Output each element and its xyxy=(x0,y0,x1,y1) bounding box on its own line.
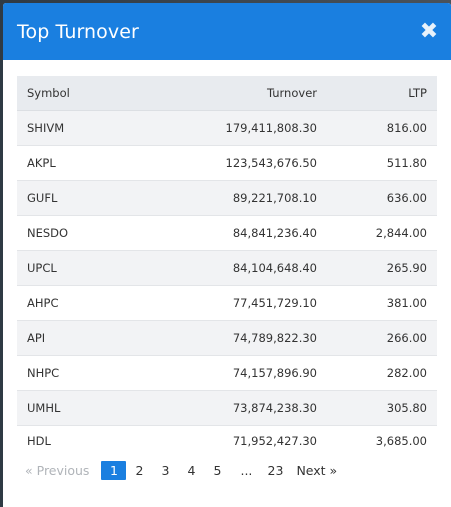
column-header-turnover: Turnover xyxy=(129,76,327,111)
cell-symbol: API xyxy=(17,320,129,356)
cell-symbol: AHPC xyxy=(17,285,129,321)
table-row: GUFL 89,221,708.10 636.00 xyxy=(17,180,437,216)
cell-turnover: 74,157,896.90 xyxy=(129,355,327,391)
cell-symbol: NHPC xyxy=(17,355,129,391)
cell-ltp: 2,844.00 xyxy=(327,215,437,251)
page-button-1[interactable]: 1 xyxy=(101,461,127,480)
table-header-row: Symbol Turnover LTP xyxy=(17,76,437,111)
top-turnover-modal: Top Turnover ✖ Symbol Turnover LTP SHIVM… xyxy=(3,3,451,507)
cell-symbol: GUFL xyxy=(17,180,129,216)
next-page-button[interactable]: Next » xyxy=(296,463,338,478)
previous-page-button[interactable]: « Previous xyxy=(25,463,90,478)
page-button-2[interactable]: 2 xyxy=(135,463,144,478)
cell-turnover: 89,221,708.10 xyxy=(129,180,327,216)
cell-ltp: 381.00 xyxy=(327,285,437,321)
table-row: UPCL 84,104,648.40 265.90 xyxy=(17,250,437,286)
cell-symbol: UMHL xyxy=(17,390,129,426)
column-header-symbol: Symbol xyxy=(17,76,129,111)
cell-turnover: 179,411,808.30 xyxy=(129,110,327,146)
cell-turnover: 123,543,676.50 xyxy=(129,145,327,181)
cell-turnover: 77,451,729.10 xyxy=(129,285,327,321)
page-button-23[interactable]: 23 xyxy=(267,463,284,478)
cell-ltp: 3,685.00 xyxy=(375,434,427,449)
table-row: AKPL 123,543,676.50 511.80 xyxy=(17,145,437,181)
table-row: API 74,789,822.30 266.00 xyxy=(17,320,437,356)
cell-turnover: 74,789,822.30 xyxy=(129,320,327,356)
cell-ltp: 265.90 xyxy=(327,250,437,286)
cell-symbol: UPCL xyxy=(17,250,129,286)
close-icon[interactable]: ✖ xyxy=(419,18,439,44)
modal-header: Top Turnover ✖ xyxy=(3,3,451,60)
cell-ltp: 266.00 xyxy=(327,320,437,356)
page-button-3[interactable]: 3 xyxy=(161,463,170,478)
table-row: AHPC 77,451,729.10 381.00 xyxy=(17,285,437,321)
cell-turnover: 84,104,648.40 xyxy=(129,250,327,286)
cell-turnover: 84,841,236.40 xyxy=(129,215,327,251)
table-row: SHIVM 179,411,808.30 816.00 xyxy=(17,110,437,146)
pagination-ellipsis: ... xyxy=(240,463,253,478)
cell-symbol: AKPL xyxy=(17,145,129,181)
page-button-4[interactable]: 4 xyxy=(187,463,196,478)
cell-ltp: 305.80 xyxy=(327,390,437,426)
modal-title: Top Turnover xyxy=(17,20,139,43)
table-row: HDL 71,952,427.30 3,685.00 xyxy=(17,425,437,457)
cell-turnover: 71,952,427.30 xyxy=(232,434,317,449)
cell-symbol: NESDO xyxy=(17,215,129,251)
cell-ltp: 636.00 xyxy=(327,180,437,216)
table-container: Symbol Turnover LTP SHIVM 179,411,808.30… xyxy=(3,60,451,457)
cell-symbol: HDL xyxy=(27,434,51,449)
page-button-5[interactable]: 5 xyxy=(213,463,222,478)
cell-ltp: 282.00 xyxy=(327,355,437,391)
table-row: UMHL 73,874,238.30 305.80 xyxy=(17,390,437,426)
table-row: NESDO 84,841,236.40 2,844.00 xyxy=(17,215,437,251)
cell-symbol: SHIVM xyxy=(17,110,129,146)
table-row: NHPC 74,157,896.90 282.00 xyxy=(17,355,437,391)
turnover-table: Symbol Turnover LTP SHIVM 179,411,808.30… xyxy=(17,76,437,457)
pagination: « Previous 1 2 3 4 5 ... 23 Next » xyxy=(3,457,451,480)
cell-ltp: 816.00 xyxy=(327,110,437,146)
cell-turnover: 73,874,238.30 xyxy=(129,390,327,426)
column-header-ltp: LTP xyxy=(327,76,437,111)
cell-ltp: 511.80 xyxy=(327,145,437,181)
